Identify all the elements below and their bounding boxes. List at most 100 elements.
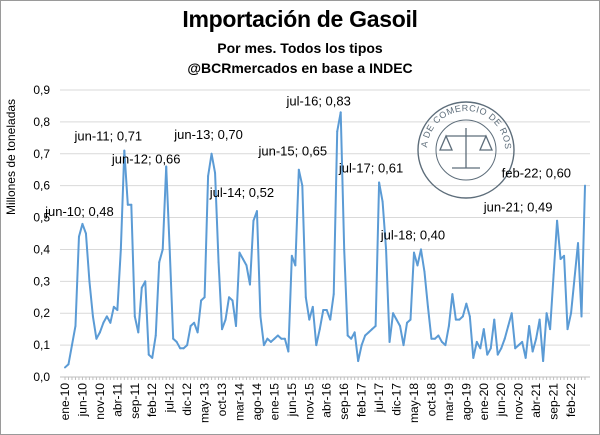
series-line-segment (224, 296, 231, 321)
series-line-segment (165, 165, 171, 251)
seal-text: BOLSA DE COMERCIO DE ROSARIO (0, 0, 513, 150)
series-line-segment (287, 254, 293, 353)
series-line-segment (465, 302, 471, 318)
series-line-segment (339, 111, 346, 251)
x-tick-label: feb-17 (355, 383, 369, 417)
series-line-segment (255, 210, 262, 318)
x-tick-label: nov-10 (93, 383, 107, 420)
series-line-segment (493, 318, 499, 356)
series-line-segment (538, 318, 545, 363)
x-tick-label: nov-20 (512, 383, 526, 420)
series-line-segment (468, 315, 475, 359)
series-line-segment (542, 312, 548, 363)
series-line-segment (486, 347, 492, 356)
series-lines (64, 111, 586, 369)
series-line-segment (329, 293, 335, 321)
x-tick-label: abr-16 (320, 383, 334, 418)
series-line-segment (210, 152, 217, 174)
chart-source: @BCRmercados en base a INDEC (187, 60, 413, 76)
series-line-segment (566, 312, 573, 331)
series-line-segment (437, 334, 443, 343)
y-tick-label: 0,9 (33, 83, 50, 97)
series-line-segment (130, 203, 136, 318)
series-line-segment (74, 235, 80, 327)
series-line-segment (175, 340, 182, 350)
series-line-segment (451, 293, 457, 321)
series-line-segment (503, 324, 510, 340)
series-line-segment (301, 184, 307, 299)
series-line-segment (528, 324, 534, 353)
y-tick-label: 0,1 (33, 338, 50, 352)
series-line-segment (552, 219, 559, 276)
x-tick-label: jun-20 (494, 383, 508, 418)
series-line-segment (412, 251, 419, 267)
series-line-segment (168, 248, 175, 340)
x-tick-label: ago-19 (459, 383, 473, 421)
series-line-segment (402, 321, 409, 347)
x-tick-label: dic-17 (390, 383, 404, 416)
x-tick-label: sep-21 (547, 383, 561, 420)
x-tick-label: ene-15 (267, 383, 281, 421)
seal-inner-ring (435, 119, 497, 181)
series-line-segment (311, 305, 318, 347)
series-line-segment (67, 344, 73, 366)
series-line-segment (221, 318, 227, 331)
series-line-segment (563, 254, 569, 331)
series-line-segment (262, 337, 269, 347)
series-line-segment (95, 331, 101, 340)
series-line-segment (294, 168, 300, 267)
y-tick-label: 0,0 (33, 370, 50, 384)
watermark-seal: BOLSA DE COMERCIO DE ROSARIO (0, 0, 515, 199)
series-line-segment (81, 222, 87, 235)
series-line-segment (248, 219, 255, 286)
series-line-segment (203, 175, 210, 299)
data-label: jul-17; 0,61 (338, 160, 403, 175)
x-tick-label: may-13 (198, 383, 212, 423)
data-label: feb-22; 0,60 (502, 166, 571, 181)
series-line-segment (409, 251, 415, 321)
series-line-segment (496, 347, 503, 356)
series-line-segment (374, 181, 381, 327)
data-label: jun-15; 0,65 (257, 144, 327, 159)
series-line-segment (214, 171, 220, 264)
series-line-segment (123, 149, 129, 206)
series-line-segment (109, 305, 115, 324)
series-line-segment (385, 248, 391, 343)
series-line-segment (297, 168, 304, 187)
series-line-segment (531, 337, 538, 353)
y-tick-label: 0,8 (33, 115, 50, 129)
series-line-segment (77, 222, 84, 238)
x-tick-label: jul-17 (372, 383, 386, 414)
series-line-segment (84, 232, 91, 283)
series-line-segment (207, 152, 213, 178)
series-line-segment (392, 312, 398, 321)
series-line-segment (556, 219, 562, 261)
series-line-segment (102, 315, 108, 324)
y-tick-label: 0,7 (33, 147, 50, 161)
series-line-segment (88, 280, 94, 318)
series-line-segment (570, 277, 576, 315)
series-line-segment (479, 328, 485, 350)
series-line-segment (426, 305, 433, 340)
series-line-segment (151, 334, 157, 359)
series-line-segment (580, 184, 586, 318)
data-label: jul-16; 0,83 (286, 93, 351, 108)
series-line-segment (357, 344, 363, 363)
x-tick-label: sep-11 (128, 383, 142, 419)
series-line-segment (423, 270, 429, 308)
data-label: jul-14; 0,52 (209, 185, 274, 200)
series-line-segment (158, 248, 164, 264)
x-tick-label: dic-12 (180, 383, 194, 416)
data-label: jun-21; 0,49 (483, 200, 553, 215)
series-line-segment (472, 340, 478, 359)
series-line-segment (381, 200, 388, 251)
series-line-segment (304, 296, 311, 321)
y-axis: 0,0 0,1 0,2 0,3 0,4 0,5 0,6 0,7 0,8 0,9 (33, 83, 50, 384)
x-tick-label: nov-15 (302, 383, 316, 420)
x-tick-label: oct-18 (424, 383, 438, 417)
series-line-segment (154, 261, 161, 337)
y-tick-label: 0,5 (33, 211, 50, 225)
series-line-segment (489, 318, 496, 350)
series-line-segment (259, 315, 265, 347)
scales-of-justice-icon (439, 128, 493, 169)
